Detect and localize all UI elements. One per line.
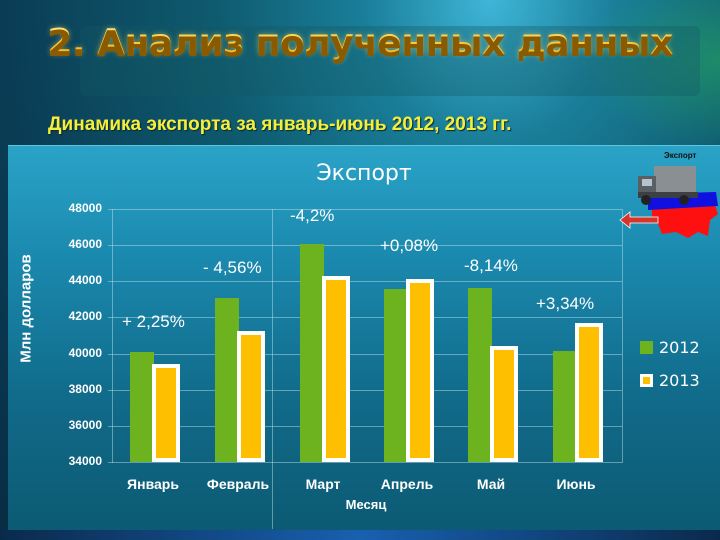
percent-change-label: -8,14% xyxy=(464,256,518,275)
chart-title: Экспорт xyxy=(316,161,412,186)
chart-panel: Экспорт Млн долларов 48000 46000 44000 4200… xyxy=(8,145,720,531)
bar-2013-0 xyxy=(152,364,180,462)
legend-swatch-2012 xyxy=(640,341,653,354)
percent-change-label: -4,2% xyxy=(290,206,335,225)
percent-change-label: +3,34% xyxy=(536,294,595,313)
bar-2012-1 xyxy=(215,298,239,462)
y-tick-label: 48000 xyxy=(68,201,102,215)
y-axis-label: Млн долларов xyxy=(17,254,35,363)
bar-2012-2 xyxy=(300,244,324,462)
y-tick-label: 36000 xyxy=(68,417,102,432)
bar-2013-2 xyxy=(322,275,350,462)
legend-label: 2012 xyxy=(659,338,700,357)
bar-2012-3 xyxy=(384,289,408,462)
bar-2012-4 xyxy=(468,287,492,462)
legend-item-2012: 2012 xyxy=(640,338,700,357)
group-separator xyxy=(622,209,623,463)
group-separator xyxy=(112,209,113,463)
gridline xyxy=(108,462,622,463)
y-tick-label: 34000 xyxy=(68,454,102,468)
bottom-band xyxy=(0,530,720,540)
bar-2012-5 xyxy=(553,350,577,462)
percent-change-label: + 2,25% xyxy=(122,312,185,331)
percent-change-label: - 4,56% xyxy=(203,258,262,277)
group-separator xyxy=(272,209,273,529)
x-axis-title: Месяц xyxy=(345,497,387,512)
logo-caption: Экспорт xyxy=(664,151,697,160)
y-tick-label: 38000 xyxy=(68,381,102,396)
bar-2012-0 xyxy=(130,351,154,462)
legend-label: 2013 xyxy=(659,371,700,390)
title-band xyxy=(80,26,700,96)
slide-title: 2. Анализ полученных данных xyxy=(0,22,720,63)
bar-2013-5 xyxy=(575,322,603,462)
legend-item-2013: 2013 xyxy=(640,371,700,390)
percent-change-label: +0,08% xyxy=(380,236,439,255)
x-tick-label: Апрель xyxy=(380,476,434,492)
y-tick-label: 44000 xyxy=(68,273,102,288)
bar-2013-1 xyxy=(237,330,265,462)
legend-swatch-2013 xyxy=(640,374,653,387)
x-tick-label: Февраль xyxy=(206,476,270,492)
truck-russia-map-icon: Экспорт xyxy=(618,148,720,240)
slide-subtitle: Динамика экспорта за январь-июнь 2012, 2… xyxy=(48,114,512,135)
gridline xyxy=(108,317,622,319)
gridline xyxy=(108,353,622,355)
gridline xyxy=(108,245,622,247)
y-tick-label: 42000 xyxy=(68,309,102,324)
x-tick-label: Январь xyxy=(127,476,179,492)
x-tick-label: Март xyxy=(305,476,341,492)
y-tick-label: 40000 xyxy=(68,345,102,360)
gridline xyxy=(108,209,622,210)
bar-2013-4 xyxy=(490,346,518,462)
x-tick-label: Июнь xyxy=(556,476,596,492)
gridline xyxy=(108,425,622,427)
y-tick-label: 46000 xyxy=(68,237,102,252)
x-tick-label: Май xyxy=(476,476,506,492)
background-glow xyxy=(580,0,720,150)
gridline xyxy=(108,281,622,283)
gridline xyxy=(108,389,622,391)
bar-2013-3 xyxy=(406,279,434,462)
